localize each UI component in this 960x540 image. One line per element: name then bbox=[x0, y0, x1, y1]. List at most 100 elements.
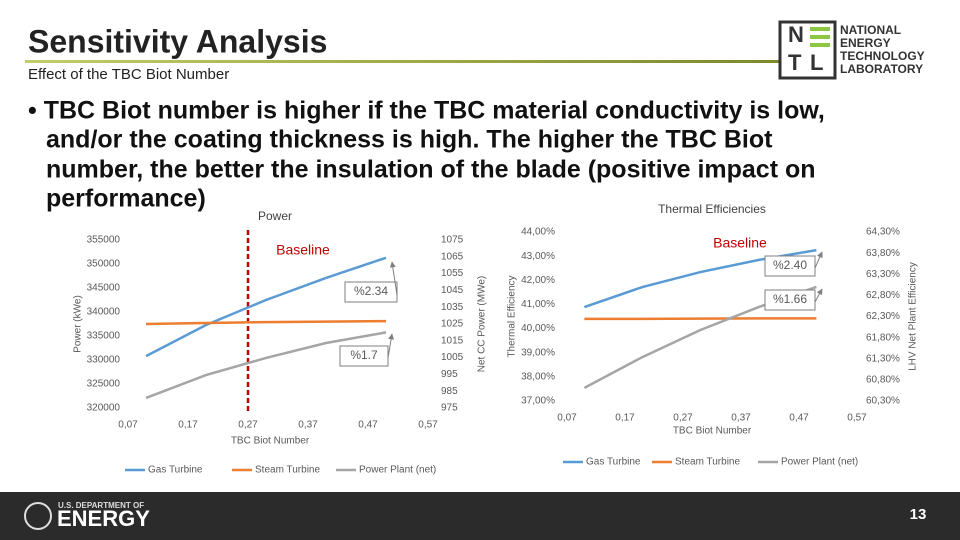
y-tick-label: 330000 bbox=[87, 355, 121, 366]
y-tick-label: 37,00% bbox=[521, 396, 555, 407]
y2-tick-label: 1025 bbox=[441, 319, 464, 330]
bullet-line: number, the better the insulation of the… bbox=[46, 156, 816, 184]
bullet: • TBC Biot number is higher if the TBC m… bbox=[28, 97, 825, 213]
x-tick-label: 0,57 bbox=[418, 420, 438, 431]
logo-bar bbox=[810, 35, 830, 39]
series-line bbox=[145, 319, 387, 326]
y-tick-label: 40,00% bbox=[521, 323, 555, 334]
y2-tick-label: 1015 bbox=[441, 335, 464, 346]
y2-tick-label: 63,30% bbox=[866, 269, 900, 280]
x-tick-label: 0,47 bbox=[358, 420, 378, 431]
logo-text: ENERGY bbox=[840, 36, 891, 50]
annotation-box bbox=[764, 255, 816, 277]
y2-tick-label: 62,80% bbox=[866, 290, 900, 301]
y2-axis-title: LHV Net Plant Efficiency bbox=[908, 262, 919, 371]
y2-tick-label: 61,30% bbox=[866, 353, 900, 364]
legend-label: Gas Turbine bbox=[586, 457, 641, 468]
charts: Power 0,07 0,17 0,27 0,37 0,47 0,57 320000 32500… bbox=[73, 202, 919, 475]
annotation-box bbox=[764, 289, 816, 311]
y-tick-label: 43,00% bbox=[521, 251, 555, 262]
chart-title: Thermal Efficiencies bbox=[658, 202, 766, 216]
y-tick-label: 42,00% bbox=[521, 275, 555, 286]
annotation: %2.34 bbox=[354, 284, 388, 298]
bullet-line: and/or the coating thickness is high. Th… bbox=[46, 126, 773, 154]
legend-label: Power Plant (net) bbox=[359, 465, 436, 476]
footer-energy: ENERGY bbox=[57, 506, 150, 531]
y-axis-title: Thermal Efficiency bbox=[507, 275, 518, 357]
annotation-arrow bbox=[814, 288, 823, 303]
y-tick-label: 345000 bbox=[87, 283, 121, 294]
y2-tick-label: 60,80% bbox=[866, 375, 900, 386]
page-number: 13 bbox=[910, 506, 927, 523]
y2-tick-label: 60,30% bbox=[866, 396, 900, 407]
y-tick-label: 38,00% bbox=[521, 371, 555, 382]
bullet-line: • TBC Biot number is higher if the TBC m… bbox=[28, 97, 825, 125]
y2-tick-label: 61,80% bbox=[866, 332, 900, 343]
legend-label: Power Plant (net) bbox=[781, 457, 858, 468]
logo-text: LABORATORY bbox=[840, 62, 923, 76]
logo-bar bbox=[810, 43, 830, 47]
logo: N T L NATIONAL ENERGY TECHNOLOGY LABORAT… bbox=[778, 20, 925, 80]
annotation: Baseline bbox=[276, 242, 330, 258]
y2-tick-label: 64,30% bbox=[866, 227, 900, 238]
legend-label: Gas Turbine bbox=[148, 465, 203, 476]
footer-band bbox=[0, 492, 960, 540]
y2-tick-label: 1005 bbox=[441, 352, 464, 363]
y2-axis-title: Net CC Power (MWe) bbox=[477, 276, 488, 373]
y2-tick-label: 1045 bbox=[441, 285, 464, 296]
legend-label: Steam Turbine bbox=[255, 465, 320, 476]
y2-tick-label: 62,30% bbox=[866, 311, 900, 322]
y-tick-label: 41,00% bbox=[521, 299, 555, 310]
x-tick-label: 0,47 bbox=[789, 413, 809, 424]
annotation-arrow bbox=[387, 333, 395, 359]
y2-tick-label: 1065 bbox=[441, 251, 464, 262]
logo-frame bbox=[778, 20, 837, 80]
x-tick-label: 0,57 bbox=[847, 413, 867, 424]
y2-tick-label: 1075 bbox=[441, 235, 464, 246]
slide-title: Sensitivity Analysis bbox=[28, 23, 327, 59]
logo-letter: N bbox=[788, 22, 804, 47]
y-tick-label: 320000 bbox=[87, 403, 121, 414]
doe-seal bbox=[24, 502, 52, 530]
annotation-arrow bbox=[389, 261, 398, 296]
y2-tick-label: 975 bbox=[441, 403, 458, 414]
series-line bbox=[145, 331, 387, 400]
y-tick-label: 44,00% bbox=[521, 227, 555, 238]
slide-subtitle: Effect of the TBC Biot Number bbox=[28, 66, 229, 83]
x-axis-title: TBC Biot Number bbox=[673, 426, 752, 437]
y-tick-label: 39,00% bbox=[521, 347, 555, 358]
footer-dept: U.S. DEPARTMENT OF bbox=[58, 501, 144, 510]
y2-tick-label: 985 bbox=[441, 386, 458, 397]
title-underline bbox=[25, 60, 780, 63]
x-tick-label: 0,17 bbox=[615, 413, 635, 424]
bullet-line: performance) bbox=[46, 185, 206, 213]
logo-text: NATIONAL bbox=[840, 23, 901, 37]
x-tick-label: 0,37 bbox=[298, 420, 318, 431]
x-axis-title: TBC Biot Number bbox=[231, 436, 310, 447]
annotation-arrow bbox=[814, 251, 823, 269]
y-tick-label: 355000 bbox=[87, 235, 121, 246]
y2-tick-label: 995 bbox=[441, 369, 458, 380]
legend-label: Steam Turbine bbox=[675, 457, 740, 468]
y-tick-label: 325000 bbox=[87, 379, 121, 390]
logo-text: TECHNOLOGY bbox=[840, 49, 925, 63]
annotation: %1.7 bbox=[350, 348, 378, 362]
logo-letter: T bbox=[788, 50, 802, 75]
series-line bbox=[145, 256, 387, 358]
annotation: %2.40 bbox=[773, 258, 807, 272]
y2-tick-label: 1035 bbox=[441, 302, 464, 313]
y-tick-label: 350000 bbox=[87, 259, 121, 270]
x-tick-label: 0,07 bbox=[118, 420, 138, 431]
x-tick-label: 0,07 bbox=[557, 413, 577, 424]
logo-bar bbox=[810, 27, 830, 31]
x-tick-label: 0,27 bbox=[673, 413, 693, 424]
logo-letter: L bbox=[810, 50, 823, 75]
chart-title: Power bbox=[258, 209, 292, 223]
y2-tick-label: 63,80% bbox=[866, 248, 900, 259]
x-tick-label: 0,37 bbox=[731, 413, 751, 424]
annotation: %1.66 bbox=[773, 292, 807, 306]
y-tick-label: 340000 bbox=[87, 307, 121, 318]
y-axis-title: Power (kWe) bbox=[73, 295, 84, 353]
x-tick-label: 0,27 bbox=[238, 420, 258, 431]
